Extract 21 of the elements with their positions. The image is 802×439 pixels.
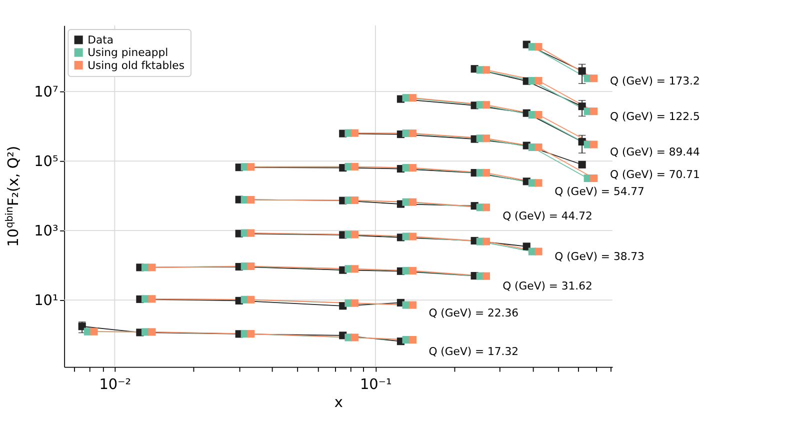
- annotation: Q (GeV) = 38.73: [554, 250, 645, 263]
- legend-label: Using old fktables: [88, 58, 185, 72]
- annotation: Q (GeV) = 89.44: [610, 145, 700, 158]
- annotation: Q (GeV) = 44.72: [502, 209, 592, 222]
- annotation: Q (GeV) = 31.62: [502, 279, 592, 292]
- annotation: Q (GeV) = 17.32: [428, 344, 519, 358]
- annotation: Q (GeV) = 54.77: [554, 184, 644, 198]
- legend-label: Using pineappl: [88, 46, 168, 60]
- y-tick-label: 10⁵: [34, 154, 58, 170]
- legend-label: Data: [88, 34, 114, 46]
- annotation: Q (GeV) = 122.5: [610, 110, 700, 123]
- y-tick-label: 10¹: [34, 293, 58, 310]
- annotation: Q (GeV) = 22.36: [428, 306, 519, 320]
- y-tick-label: 10⁷: [34, 84, 58, 101]
- y-axis-title: 10qbinF₂(x, Q²): [4, 146, 22, 247]
- annotation: Q (GeV) = 173.2: [610, 74, 700, 88]
- x-axis-title: x: [334, 395, 344, 412]
- x-tick-label: 10⁻¹: [360, 376, 392, 393]
- annotation: Q (GeV) = 70.71: [610, 168, 700, 182]
- x-tick-label: 10⁻²: [99, 376, 132, 393]
- y-tick-label: 10³: [34, 224, 58, 240]
